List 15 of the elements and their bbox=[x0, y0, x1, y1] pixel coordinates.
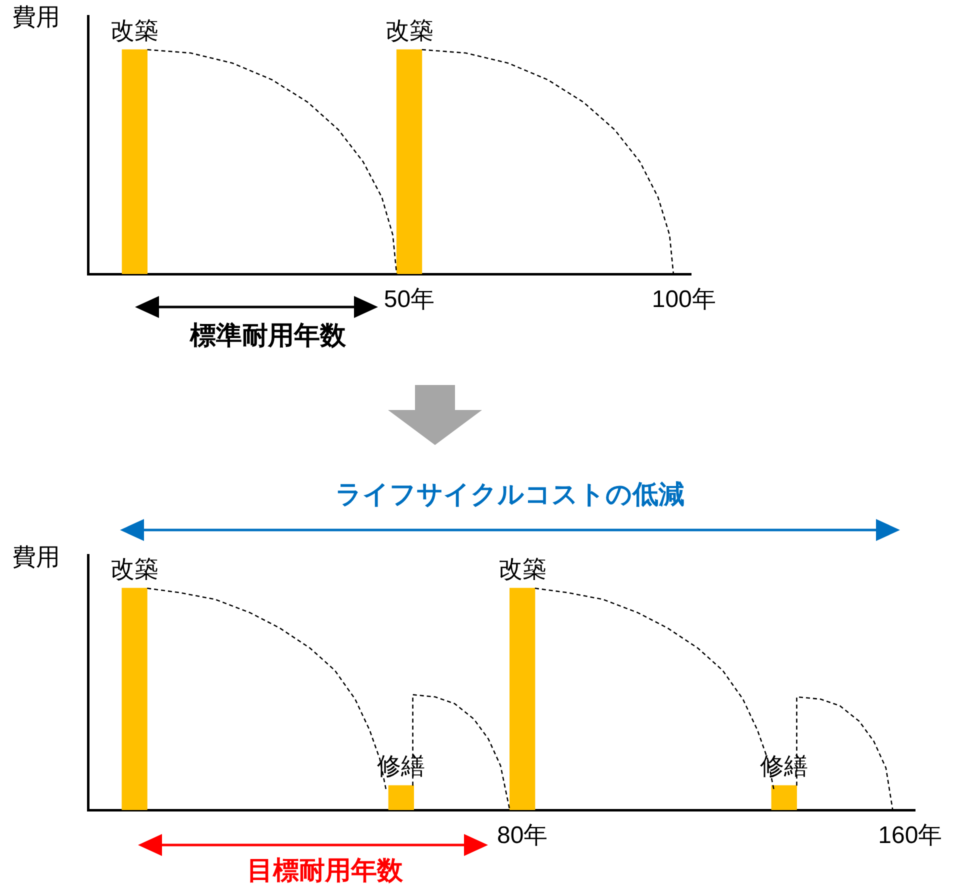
text: 標準耐用年数 bbox=[190, 320, 346, 350]
annotation: 修繕 bbox=[377, 753, 426, 780]
annotation: 改築 bbox=[498, 556, 546, 583]
annotation: 改築 bbox=[110, 556, 159, 583]
annotation: 修繕 bbox=[760, 753, 808, 780]
y-axis-title: 費用 bbox=[12, 544, 60, 571]
y-axis-title: 費用 bbox=[12, 4, 60, 31]
annotation: 改築 bbox=[110, 17, 159, 44]
x-tick-label: 100年 bbox=[652, 286, 716, 314]
x-tick-label: 80年 bbox=[496, 822, 548, 850]
text: ライフサイクルコストの低減 bbox=[336, 479, 684, 509]
x-tick-label: 160年 bbox=[878, 822, 942, 850]
annotation: 改築 bbox=[385, 17, 434, 44]
text: 目標耐用年数 bbox=[247, 855, 403, 884]
x-tick-label: 50年 bbox=[384, 286, 435, 314]
